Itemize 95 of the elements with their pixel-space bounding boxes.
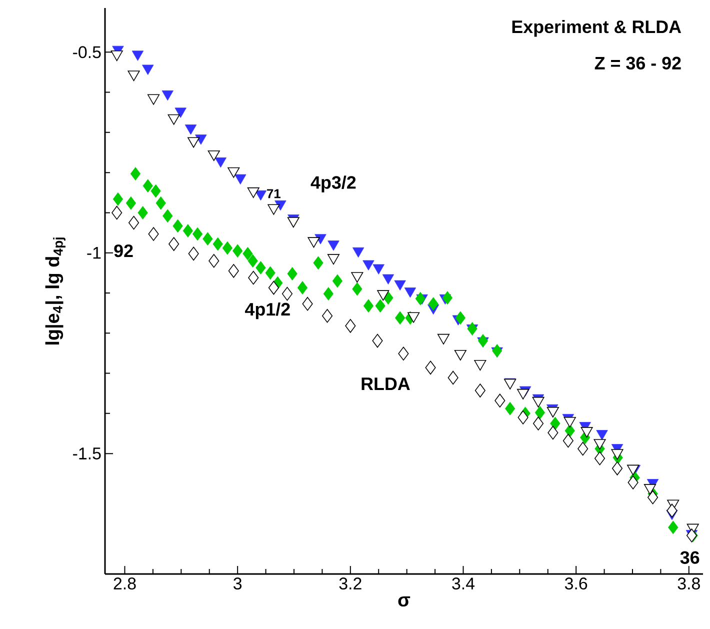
x-tick-label: 3	[234, 578, 242, 590]
point	[184, 124, 197, 135]
point	[455, 311, 466, 325]
y-tick-label: -1.5	[73, 448, 101, 460]
point	[132, 50, 144, 61]
point	[138, 206, 148, 220]
point	[323, 287, 334, 301]
annotation: Z = 36 - 92	[594, 56, 681, 70]
point	[126, 196, 136, 210]
point	[297, 281, 308, 294]
point	[150, 184, 161, 198]
x-tick-label: 3.6	[564, 578, 588, 590]
point	[363, 299, 374, 313]
annotation: 92	[114, 244, 133, 258]
point	[648, 490, 658, 504]
y-tick-label: -1	[87, 247, 101, 259]
point	[580, 427, 593, 438]
point	[594, 439, 606, 450]
point	[518, 410, 528, 424]
point	[287, 267, 298, 280]
point	[352, 247, 364, 258]
point	[182, 224, 194, 238]
point	[408, 312, 420, 323]
point	[110, 50, 123, 62]
point	[232, 244, 243, 258]
point	[142, 64, 154, 75]
point	[192, 227, 203, 241]
point	[362, 260, 374, 270]
point	[628, 476, 638, 490]
point	[202, 232, 213, 246]
point	[644, 484, 656, 495]
point	[415, 292, 426, 306]
point	[382, 274, 394, 284]
point	[265, 266, 276, 280]
point	[274, 200, 286, 211]
point	[534, 406, 546, 420]
annotation: 4p1/2	[245, 302, 290, 320]
point	[156, 196, 166, 210]
x-tick-label: 3.8	[678, 578, 700, 590]
annotation: RLDA	[362, 378, 410, 390]
point	[142, 179, 153, 193]
point	[234, 174, 246, 184]
point	[195, 134, 207, 145]
y-tick-label: -0.5	[73, 46, 101, 58]
point	[162, 209, 173, 223]
point	[504, 402, 516, 416]
point	[328, 240, 340, 251]
point	[442, 291, 453, 305]
point	[375, 299, 386, 313]
point	[372, 264, 384, 274]
point	[248, 254, 258, 268]
point	[214, 157, 226, 168]
point	[130, 167, 141, 180]
annotation: Experiment & RLDA	[512, 20, 682, 37]
point	[437, 334, 450, 344]
annotation: 4p3/2	[310, 176, 356, 192]
point	[228, 167, 240, 178]
point	[242, 246, 253, 260]
point	[174, 108, 186, 118]
x-tick-label: 3.4	[452, 578, 475, 590]
point	[546, 406, 559, 418]
point	[550, 416, 560, 430]
point	[162, 90, 174, 101]
x-tick-label: 3.2	[339, 578, 362, 590]
annotation: 36	[680, 551, 700, 564]
point	[478, 334, 488, 348]
point	[332, 274, 343, 288]
point	[666, 504, 678, 518]
point	[256, 261, 266, 274]
point	[212, 237, 223, 251]
point	[352, 282, 362, 296]
point	[492, 344, 502, 358]
point	[172, 219, 183, 233]
point	[112, 192, 124, 206]
point	[168, 114, 180, 125]
point	[428, 297, 438, 311]
point	[517, 388, 530, 400]
point	[247, 187, 260, 198]
point	[254, 190, 267, 201]
point	[564, 417, 576, 428]
point	[596, 430, 608, 440]
point	[268, 280, 279, 295]
point	[611, 449, 624, 460]
y-axis-title: lg|e$_{4}$|, lg d$_{4pj}$	[45, 238, 66, 344]
x-tick-label: 2.8	[114, 578, 136, 590]
point	[532, 396, 544, 408]
point	[222, 241, 232, 255]
x-axis-title: σ	[398, 596, 410, 607]
annotation: 71	[266, 189, 280, 198]
point	[287, 217, 300, 228]
point	[404, 288, 416, 298]
point	[394, 311, 406, 325]
point	[668, 520, 678, 534]
point	[313, 256, 324, 270]
point	[394, 280, 406, 290]
